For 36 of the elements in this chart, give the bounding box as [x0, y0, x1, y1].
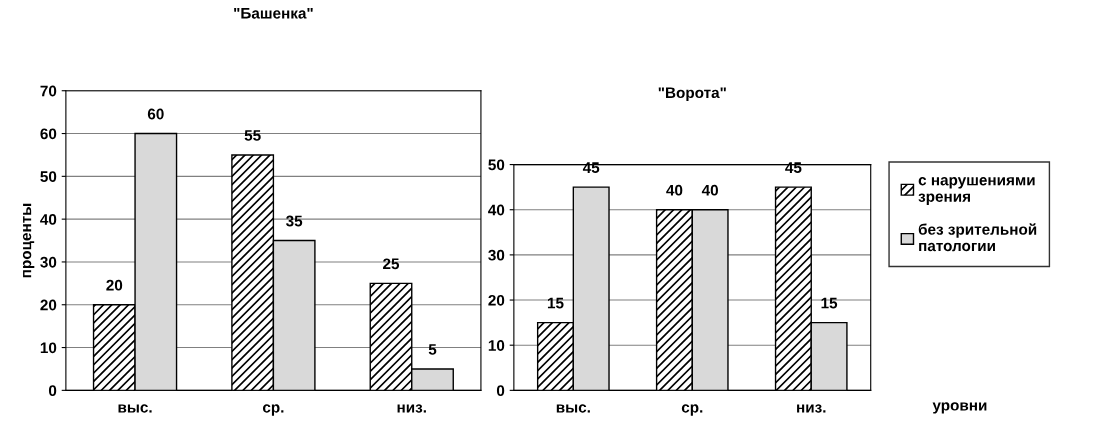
- data-label: 40: [666, 184, 683, 196]
- x-tick-label: ср.: [262, 404, 284, 416]
- x-tick-label: ср.: [681, 404, 703, 416]
- data-label: 40: [701, 184, 718, 196]
- y-tick-label: 40: [40, 214, 57, 225]
- legend-label: с нарушениями зрения: [918, 177, 1035, 205]
- y-tick-label: 10: [40, 342, 57, 354]
- y-tick-label: 20: [40, 299, 57, 311]
- data-label: 60: [147, 108, 164, 120]
- y-tick-label: 10: [488, 340, 505, 351]
- data-label: 35: [286, 215, 303, 227]
- y-tick-label: 50: [40, 171, 57, 183]
- y-tick-label: 30: [40, 256, 57, 268]
- data-label: 55: [244, 130, 261, 141]
- y-axis-title: проценты: [22, 203, 35, 278]
- x-tick-label: выс.: [556, 404, 590, 413]
- x-tick-label: выс.: [118, 404, 152, 413]
- y-tick-label: 0: [496, 385, 505, 397]
- data-label: 20: [106, 279, 123, 291]
- chart-title: "Ворота": [658, 87, 726, 102]
- data-label: 15: [821, 297, 838, 309]
- y-tick-label: 60: [40, 128, 57, 140]
- data-label: 15: [547, 297, 564, 309]
- x-tick-label: низ.: [797, 404, 826, 413]
- y-tick-label: 70: [40, 85, 57, 97]
- y-tick-label: 20: [488, 294, 505, 306]
- chart-title: "Башенка": [234, 8, 313, 19]
- y-tick-label: 40: [488, 204, 505, 216]
- y-tick-label: 50: [488, 159, 505, 171]
- y-tick-label: 30: [488, 249, 505, 261]
- data-label: 5: [428, 344, 437, 355]
- data-label: 25: [383, 258, 400, 270]
- x-axis-title: уровни: [932, 402, 987, 414]
- y-tick-label: 0: [48, 385, 57, 397]
- legend-label: без зрительной патологии: [918, 223, 1037, 252]
- x-tick-label: низ.: [397, 404, 426, 413]
